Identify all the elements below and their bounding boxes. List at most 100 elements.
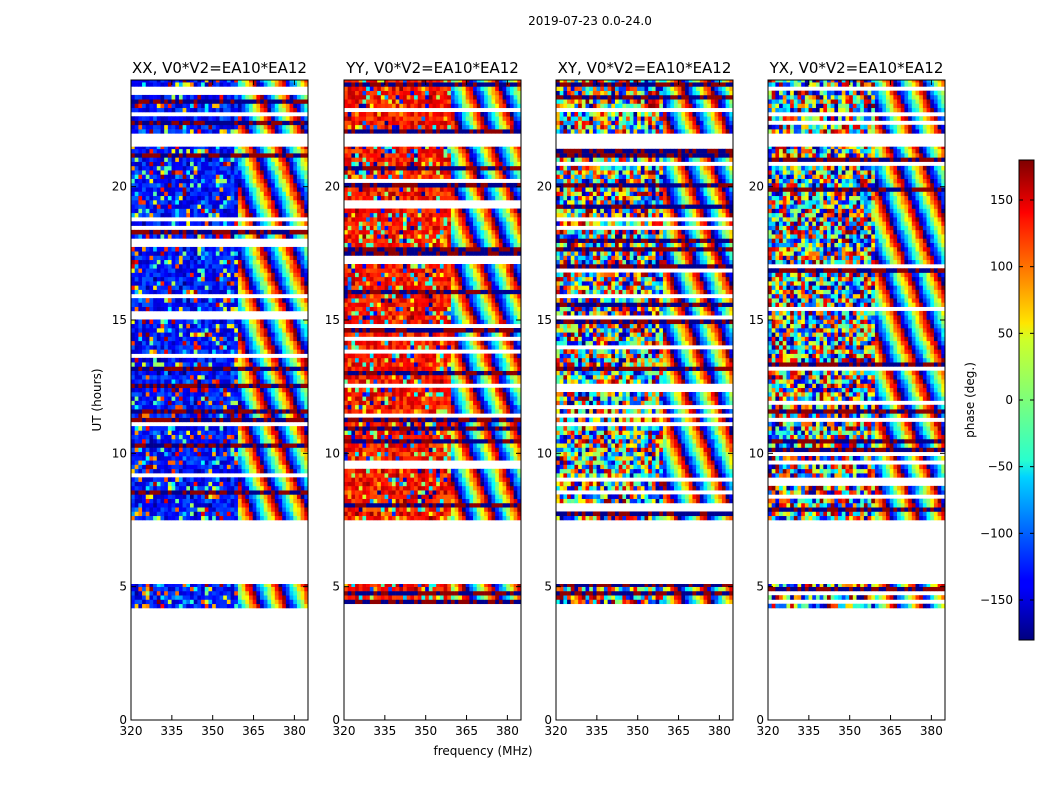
heatmap-cell <box>267 319 272 325</box>
heatmap-cell <box>204 116 209 121</box>
heatmap-cell <box>252 603 257 609</box>
heatmap-cell <box>252 409 257 414</box>
heatmap-cell <box>201 165 206 171</box>
heatmap-cell <box>300 357 305 363</box>
heatmap-cell <box>178 255 183 261</box>
heatmap-cell <box>282 370 287 376</box>
heatmap-cell <box>289 246 294 252</box>
heatmap-cell <box>237 362 242 367</box>
heatmap-cell <box>175 259 180 265</box>
heatmap-cell <box>234 336 239 342</box>
heatmap-cell <box>304 323 309 329</box>
heatmap-cell <box>245 400 250 406</box>
heatmap-cell <box>171 507 176 512</box>
heatmap-cell <box>186 468 191 474</box>
heatmap-cell <box>149 468 154 474</box>
heatmap-cell <box>149 357 154 363</box>
heatmap-cell <box>260 490 265 495</box>
heatmap-cell <box>226 146 231 150</box>
heatmap-cell <box>201 366 206 371</box>
heatmap-cell <box>256 306 261 312</box>
heatmap-cell <box>226 82 231 87</box>
heatmap-cell <box>134 340 139 346</box>
heatmap-cell <box>197 498 202 504</box>
heatmap-cell <box>138 515 143 521</box>
heatmap-cell <box>160 174 165 179</box>
heatmap-cell <box>208 200 213 205</box>
heatmap-cell <box>153 599 158 605</box>
heatmap-cell <box>204 586 209 592</box>
heatmap-cell <box>347 590 352 596</box>
heatmap-cell <box>406 502 411 508</box>
heatmap-cell <box>138 603 143 609</box>
heatmap-cell <box>208 447 213 453</box>
heatmap-cell <box>182 396 187 401</box>
heatmap-cell <box>219 456 224 461</box>
heatmap-cell <box>226 379 231 384</box>
heatmap-cell <box>366 586 371 592</box>
heatmap-cell <box>285 94 290 100</box>
heatmap-cell <box>212 392 217 397</box>
heatmap-cell <box>167 417 172 423</box>
heatmap-cell <box>142 379 147 384</box>
heatmap-cell <box>369 586 374 592</box>
heatmap-cell <box>241 498 246 504</box>
heatmap-cell <box>285 208 290 214</box>
heatmap-cell <box>219 336 224 342</box>
heatmap-cell <box>260 498 265 504</box>
heatmap-cell <box>252 460 257 465</box>
heatmap-cell <box>230 502 235 508</box>
heatmap-cell <box>256 302 261 307</box>
heatmap-cell <box>204 357 209 363</box>
heatmap-cell <box>249 323 253 329</box>
heatmap-cell <box>190 157 194 162</box>
heatmap-cell <box>219 434 224 440</box>
heatmap-cell <box>204 82 209 87</box>
heatmap-cell <box>160 268 165 273</box>
heatmap-cell <box>267 595 272 600</box>
heatmap-cell <box>296 413 301 418</box>
heatmap-cell <box>142 586 147 592</box>
heatmap-cell <box>388 511 393 517</box>
heatmap-cell <box>193 595 198 600</box>
heatmap-cell <box>428 595 433 600</box>
figure-title: 2019-07-23 0.0-24.0 <box>528 14 652 28</box>
heatmap-cell <box>296 447 301 453</box>
heatmap-cell <box>197 426 202 431</box>
heatmap-cell <box>249 251 253 256</box>
heatmap-cell <box>208 417 213 423</box>
heatmap-cell <box>193 586 198 592</box>
heatmap-cell <box>249 477 253 482</box>
heatmap-cell <box>245 285 250 290</box>
heatmap-cell <box>215 349 220 354</box>
heatmap-cell <box>282 129 287 134</box>
heatmap-cell <box>260 392 265 397</box>
x-tick-label: 350 <box>201 724 224 738</box>
heatmap-cell <box>241 187 246 192</box>
heatmap-cell <box>245 306 250 312</box>
heatmap-cell <box>178 103 183 109</box>
heatmap-cell <box>193 498 198 504</box>
heatmap-cell <box>414 515 419 521</box>
heatmap-cell <box>193 370 198 376</box>
heatmap-cell <box>149 268 154 273</box>
heatmap-cell <box>274 182 279 188</box>
heatmap-cell <box>164 289 169 295</box>
heatmap-cell <box>204 153 209 158</box>
heatmap-cell <box>260 586 265 592</box>
heatmap-cell <box>234 400 239 406</box>
heatmap-cell <box>208 221 213 226</box>
heatmap-cell <box>293 460 298 465</box>
heatmap-cell <box>212 502 217 508</box>
heatmap-cell <box>230 319 235 325</box>
heatmap-cell <box>289 116 294 121</box>
heatmap-cell <box>212 366 217 371</box>
heatmap-cell <box>289 285 294 290</box>
heatmap-cell <box>131 409 135 414</box>
heatmap-cell <box>256 289 261 295</box>
heatmap-cell <box>149 94 154 100</box>
heatmap-cell <box>160 336 165 342</box>
heatmap-cell <box>164 129 169 134</box>
heatmap-cell <box>164 383 169 389</box>
